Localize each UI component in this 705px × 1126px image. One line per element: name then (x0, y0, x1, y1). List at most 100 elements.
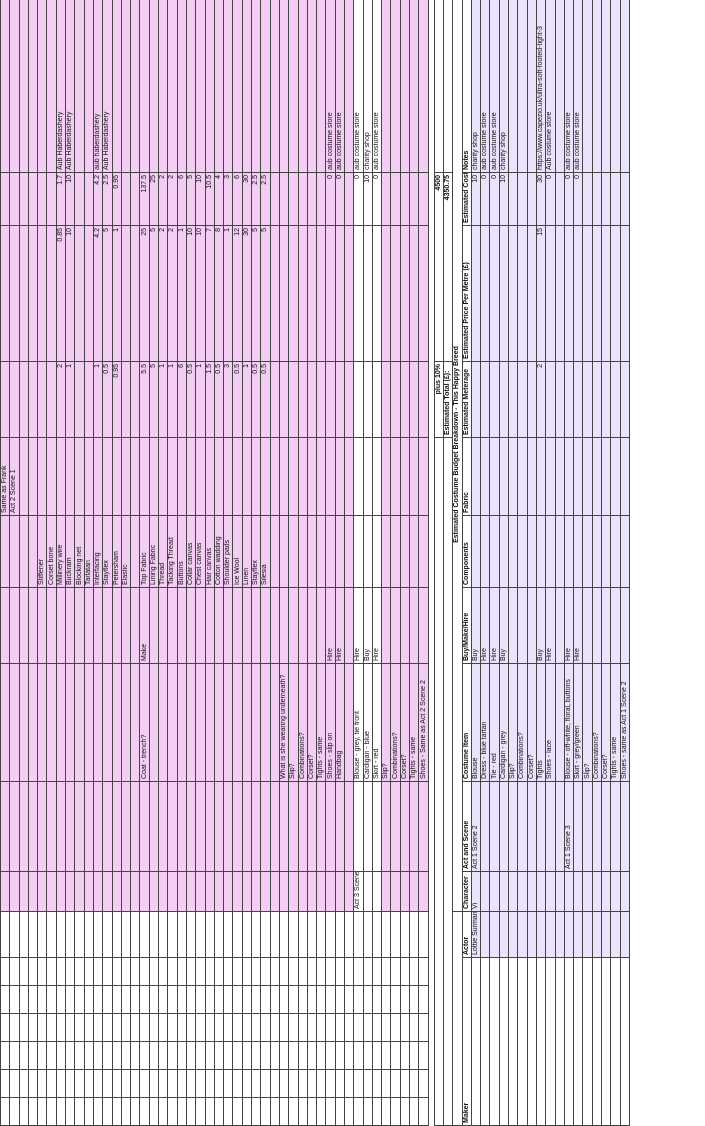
blank-cell (381, 985, 391, 1014)
maker-cell (582, 957, 593, 1126)
blank-cell (223, 1013, 233, 1042)
blank-cell (372, 985, 382, 1014)
maker-cell (121, 911, 131, 958)
costume-item-cell: Combinations? (592, 663, 602, 782)
meterage-cell (508, 361, 518, 438)
costume-item-cell: Blouse - grey, tie front (353, 663, 364, 782)
table-row: Combinations? (390, 0, 401, 1126)
notes-cell: Aub costume store (545, 0, 556, 173)
meterage-cell: 6 (177, 361, 187, 438)
fabric-cell (344, 437, 354, 516)
buy-make-hire-cell (214, 587, 224, 664)
act-scene-cell (28, 871, 38, 912)
maker-cell (344, 911, 354, 958)
table-row: Slip? (288, 0, 298, 1126)
costume-item-cell (65, 663, 75, 782)
blank-cell (0, 957, 10, 986)
blank-cell (139, 1041, 150, 1070)
price-per-metre-cell (390, 225, 401, 362)
act-scene-cell (344, 871, 354, 912)
blank-cell (112, 985, 122, 1014)
actor-cell (517, 911, 528, 958)
fabric-cell (37, 437, 47, 516)
price-per-metre-cell (28, 225, 38, 362)
estimated-cost-cell: 4.2 (93, 172, 103, 226)
blank-cell (205, 985, 215, 1014)
blank-cell (19, 1013, 29, 1042)
character-cell (270, 781, 280, 872)
meterage-cell: 0.5 (102, 361, 113, 438)
maker-cell (167, 911, 178, 958)
table-row: Corset? (601, 0, 611, 1126)
estimated-cost-cell (381, 172, 391, 226)
table-row: Combinations? (592, 0, 602, 1126)
meterage-cell: 2 (536, 361, 546, 438)
blank-cell (102, 1013, 113, 1042)
blank-cell (409, 1097, 419, 1126)
blank-cell (223, 1041, 233, 1070)
meterage-cell: 0.95 (112, 361, 122, 438)
buy-make-hire-cell: Hire (372, 587, 382, 664)
blank-cell (270, 1069, 280, 1098)
fabric-cell (56, 437, 66, 516)
costume-item-cell (270, 663, 280, 782)
buy-make-hire-cell (390, 587, 401, 664)
fabric-cell (610, 437, 621, 516)
components-cell: Thread (158, 515, 168, 588)
price-per-metre-cell (270, 225, 280, 362)
header-estimated-cost: Estimated Cost (£) (462, 172, 472, 226)
blank-cell (74, 1069, 85, 1098)
blank-cell (232, 1097, 243, 1126)
character-cell (307, 781, 317, 872)
blank-cell (102, 985, 113, 1014)
price-per-metre-cell: 5 (260, 225, 271, 362)
meterage-cell (74, 361, 85, 438)
blank-cell (112, 1013, 122, 1042)
maker-cell (112, 911, 122, 958)
table-row: Corset? (307, 0, 317, 1126)
notes-cell (620, 0, 630, 173)
estimated-cost-cell: 10 (499, 172, 509, 226)
maker-cell (158, 911, 168, 958)
fabric-cell (279, 437, 289, 516)
costume-item-cell: Cardigan - blue (363, 663, 373, 782)
character-cell (56, 781, 66, 872)
table-row: Hair canvas 1.5 7 10.5 (205, 0, 215, 1126)
meterage-cell: 2 (56, 361, 66, 438)
maker-cell (65, 911, 75, 958)
meterage-cell: 0.5 (260, 361, 271, 438)
table-row: Tights - same (610, 0, 621, 1126)
buy-make-hire-cell (288, 587, 298, 664)
notes-cell (195, 0, 206, 173)
character-cell (409, 781, 419, 872)
notes-cell (74, 0, 85, 173)
notes-cell (270, 0, 280, 173)
table-row: Combinations? (298, 0, 308, 1126)
notes-cell (46, 0, 57, 173)
table-row: Stayflex 0.5 5 2.5 (251, 0, 261, 1126)
meterage-cell (307, 361, 317, 438)
components-cell: Millinery wire (56, 515, 66, 588)
costume-item-cell: Combinations? (298, 663, 308, 782)
blank-cell (363, 1013, 373, 1042)
blank-cell (186, 1069, 196, 1098)
meterage-cell (9, 361, 20, 438)
blank-cell (121, 1041, 131, 1070)
fabric-cell (19, 437, 29, 516)
price-per-metre-cell (74, 225, 85, 362)
meterage-cell (121, 361, 131, 438)
blank-cell (353, 1097, 364, 1126)
fabric-cell (555, 437, 565, 516)
costume-item-cell: Blouse (471, 663, 481, 782)
act-scene-cell (93, 871, 103, 912)
character-cell (19, 781, 29, 872)
act-scene-cell (121, 871, 131, 912)
blank-cell (177, 957, 187, 986)
estimated-cost-cell: 2.5 (251, 172, 261, 226)
act-scene-cell (527, 781, 537, 872)
maker-cell (260, 911, 271, 958)
blank-cell (344, 1013, 354, 1042)
blank-cell (400, 1013, 410, 1042)
table-row: Shoes - slip on Hire 0 aub costume store (325, 0, 336, 1126)
act-scene-cell (335, 871, 345, 912)
